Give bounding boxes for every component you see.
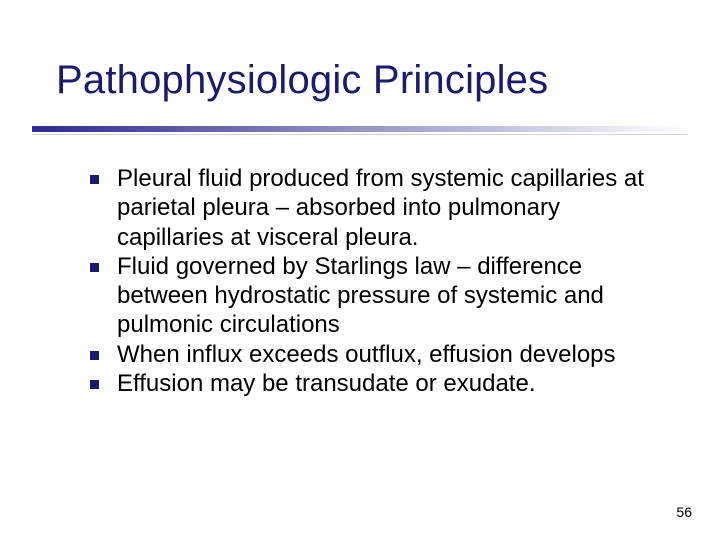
bullet-list: Pleural fluid produced from systemic cap… [90,164,660,398]
square-bullet-icon [90,380,99,389]
title-wrap: Pathophysiologic Principles [56,58,680,103]
page-number: 56 [676,504,692,520]
square-bullet-icon [90,175,99,184]
slide-title: Pathophysiologic Principles [56,58,680,103]
list-item-text: Fluid governed by Starlings law – differ… [117,252,660,340]
square-bullet-icon [90,263,99,272]
list-item: Effusion may be transudate or exudate. [90,369,660,398]
title-rule-hairline [32,134,688,135]
list-item-text: When influx exceeds outflux, effusion de… [117,340,660,369]
list-item: Pleural fluid produced from systemic cap… [90,164,660,252]
title-rule [32,126,688,132]
slide: Pathophysiologic Principles Pleural flui… [0,0,720,540]
list-item-text: Pleural fluid produced from systemic cap… [117,164,660,252]
title-rule-gradient [32,126,688,132]
list-item-text: Effusion may be transudate or exudate. [117,369,660,398]
list-item: When influx exceeds outflux, effusion de… [90,340,660,369]
square-bullet-icon [90,351,99,360]
list-item: Fluid governed by Starlings law – differ… [90,252,660,340]
